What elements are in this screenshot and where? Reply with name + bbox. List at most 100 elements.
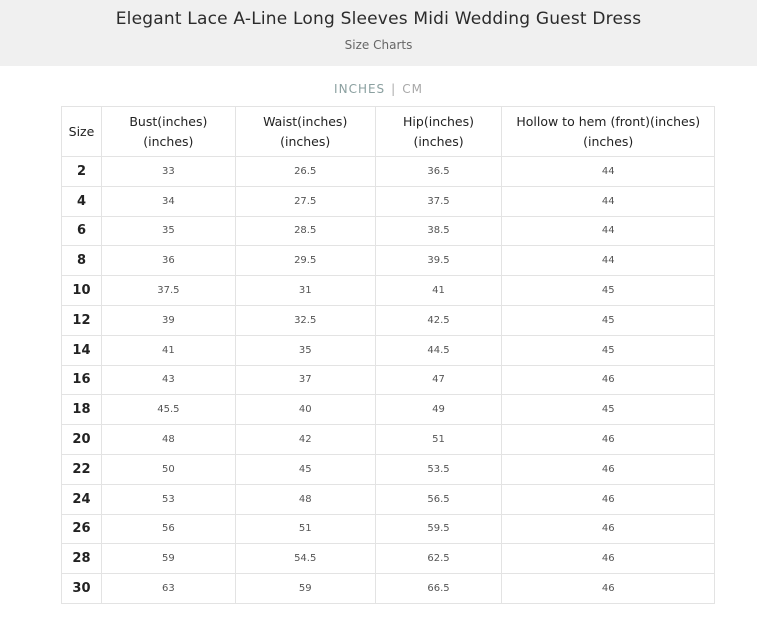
measurement-cell: 45 — [234, 453, 376, 485]
unit-separator: | — [391, 82, 397, 96]
table-row: 16 43 37 47 46 — [61, 364, 715, 396]
measurement-cell: 49 — [374, 394, 503, 426]
measurement-cell: 37.5 — [374, 185, 503, 217]
column-header: Size — [61, 106, 102, 157]
table-row: 2 33 26.5 36.5 44 — [61, 156, 715, 187]
column-header-label: Size — [68, 123, 95, 139]
unit-option-cm[interactable]: CM — [402, 82, 423, 96]
measurement-cell: 31 — [234, 275, 376, 306]
measurement-cell: 62.5 — [374, 543, 503, 575]
measurement-cell: 37 — [234, 364, 376, 396]
table-row: 4 34 27.5 37.5 44 — [61, 185, 715, 217]
measurement-cell: 41 — [100, 334, 236, 366]
measurement-cell: 44.5 — [374, 334, 503, 366]
measurement-cell: 46 — [501, 513, 715, 545]
measurement-cell: 53.5 — [374, 453, 503, 485]
table-header-row: Size Bust(inches) (inches) Waist(inches) (in… — [61, 106, 715, 157]
table-row: 18 45.5 40 49 45 — [61, 394, 715, 426]
measurement-cell: 46 — [501, 424, 715, 455]
column-header-unit: (inches) — [583, 133, 634, 149]
measurement-cell: 34 — [100, 185, 236, 217]
page-header: Elegant Lace A-Line Long Sleeves Midi We… — [0, 0, 757, 66]
measurement-cell: 45 — [501, 275, 715, 306]
size-cell: 12 — [61, 304, 102, 336]
table-body: 2 33 26.5 36.5 44 4 34 27.5 37.5 44 6 35 28.5 38.5 44 8… — [61, 156, 715, 604]
measurement-cell: 59 — [100, 543, 236, 575]
size-cell: 8 — [61, 245, 102, 277]
measurement-cell: 44 — [501, 245, 715, 277]
measurement-cell: 32.5 — [234, 304, 376, 336]
measurement-cell: 40 — [234, 394, 376, 426]
table-row: 8 36 29.5 39.5 44 — [61, 245, 715, 277]
measurement-cell: 42 — [234, 424, 376, 455]
size-cell: 18 — [61, 394, 102, 426]
column-header: Bust(inches) (inches) — [100, 106, 236, 157]
size-cell: 14 — [61, 334, 102, 366]
measurement-cell: 48 — [234, 483, 376, 515]
column-header: Hollow to hem (front)(inches) (inches) — [501, 106, 715, 157]
measurement-cell: 59 — [234, 573, 376, 604]
measurement-cell: 37.5 — [100, 275, 236, 306]
measurement-cell: 66.5 — [374, 573, 503, 604]
measurement-cell: 46 — [501, 364, 715, 396]
measurement-cell: 35 — [234, 334, 376, 366]
table-row: 10 37.5 31 41 45 — [61, 275, 715, 306]
measurement-cell: 46 — [501, 543, 715, 575]
column-header: Hip(inches) (inches) — [374, 106, 503, 157]
table-row: 12 39 32.5 42.5 45 — [61, 304, 715, 336]
table-row: 14 41 35 44.5 45 — [61, 334, 715, 366]
measurement-cell: 51 — [234, 513, 376, 545]
measurement-cell: 54.5 — [234, 543, 376, 575]
measurement-cell: 44 — [501, 215, 715, 247]
table-row: 22 50 45 53.5 46 — [61, 453, 715, 485]
size-chart-table: Size Bust(inches) (inches) Waist(inches) (in… — [61, 106, 715, 604]
size-cell: 22 — [61, 453, 102, 485]
size-cell: 6 — [61, 215, 102, 247]
measurement-cell: 50 — [100, 453, 236, 485]
size-cell: 26 — [61, 513, 102, 545]
measurement-cell: 47 — [374, 364, 503, 396]
measurement-cell: 38.5 — [374, 215, 503, 247]
measurement-cell: 56 — [100, 513, 236, 545]
measurement-cell: 46 — [501, 483, 715, 515]
size-charts-subtitle: Size Charts — [344, 38, 413, 52]
unit-toggle: INCHES | CM — [0, 82, 757, 96]
product-title: Elegant Lace A-Line Long Sleeves Midi We… — [115, 9, 642, 29]
size-cell: 28 — [61, 543, 102, 575]
size-cell: 2 — [61, 156, 102, 187]
measurement-cell: 45 — [501, 334, 715, 366]
measurement-cell: 39 — [100, 304, 236, 336]
measurement-cell: 36.5 — [374, 156, 503, 187]
unit-option-inches[interactable]: INCHES — [334, 82, 386, 96]
measurement-cell: 42.5 — [374, 304, 503, 336]
column-header-label: Bust(inches) — [129, 113, 208, 129]
table-row: 28 59 54.5 62.5 46 — [61, 543, 715, 575]
table-row: 20 48 42 51 46 — [61, 424, 715, 455]
measurement-cell: 29.5 — [234, 245, 376, 277]
measurement-cell: 46 — [501, 453, 715, 485]
size-cell: 24 — [61, 483, 102, 515]
measurement-cell: 39.5 — [374, 245, 503, 277]
size-cell: 20 — [61, 424, 102, 455]
table-row: 26 56 51 59.5 46 — [61, 513, 715, 545]
measurement-cell: 46 — [501, 573, 715, 604]
measurement-cell: 28.5 — [234, 215, 376, 247]
measurement-cell: 63 — [100, 573, 236, 604]
measurement-cell: 56.5 — [374, 483, 503, 515]
column-header: Waist(inches) (inches) — [234, 106, 376, 157]
measurement-cell: 45.5 — [100, 394, 236, 426]
measurement-cell: 41 — [374, 275, 503, 306]
measurement-cell: 45 — [501, 304, 715, 336]
column-header-label: Hip(inches) — [403, 113, 474, 129]
size-cell: 10 — [61, 275, 102, 306]
table-row: 24 53 48 56.5 46 — [61, 483, 715, 515]
table-row: 30 63 59 66.5 46 — [61, 573, 715, 604]
column-header-unit: (inches) — [413, 133, 464, 149]
measurement-cell: 44 — [501, 156, 715, 187]
measurement-cell: 36 — [100, 245, 236, 277]
measurement-cell: 53 — [100, 483, 236, 515]
measurement-cell: 59.5 — [374, 513, 503, 545]
column-header-label: Waist(inches) — [263, 113, 348, 129]
size-cell: 16 — [61, 364, 102, 396]
measurement-cell: 51 — [374, 424, 503, 455]
